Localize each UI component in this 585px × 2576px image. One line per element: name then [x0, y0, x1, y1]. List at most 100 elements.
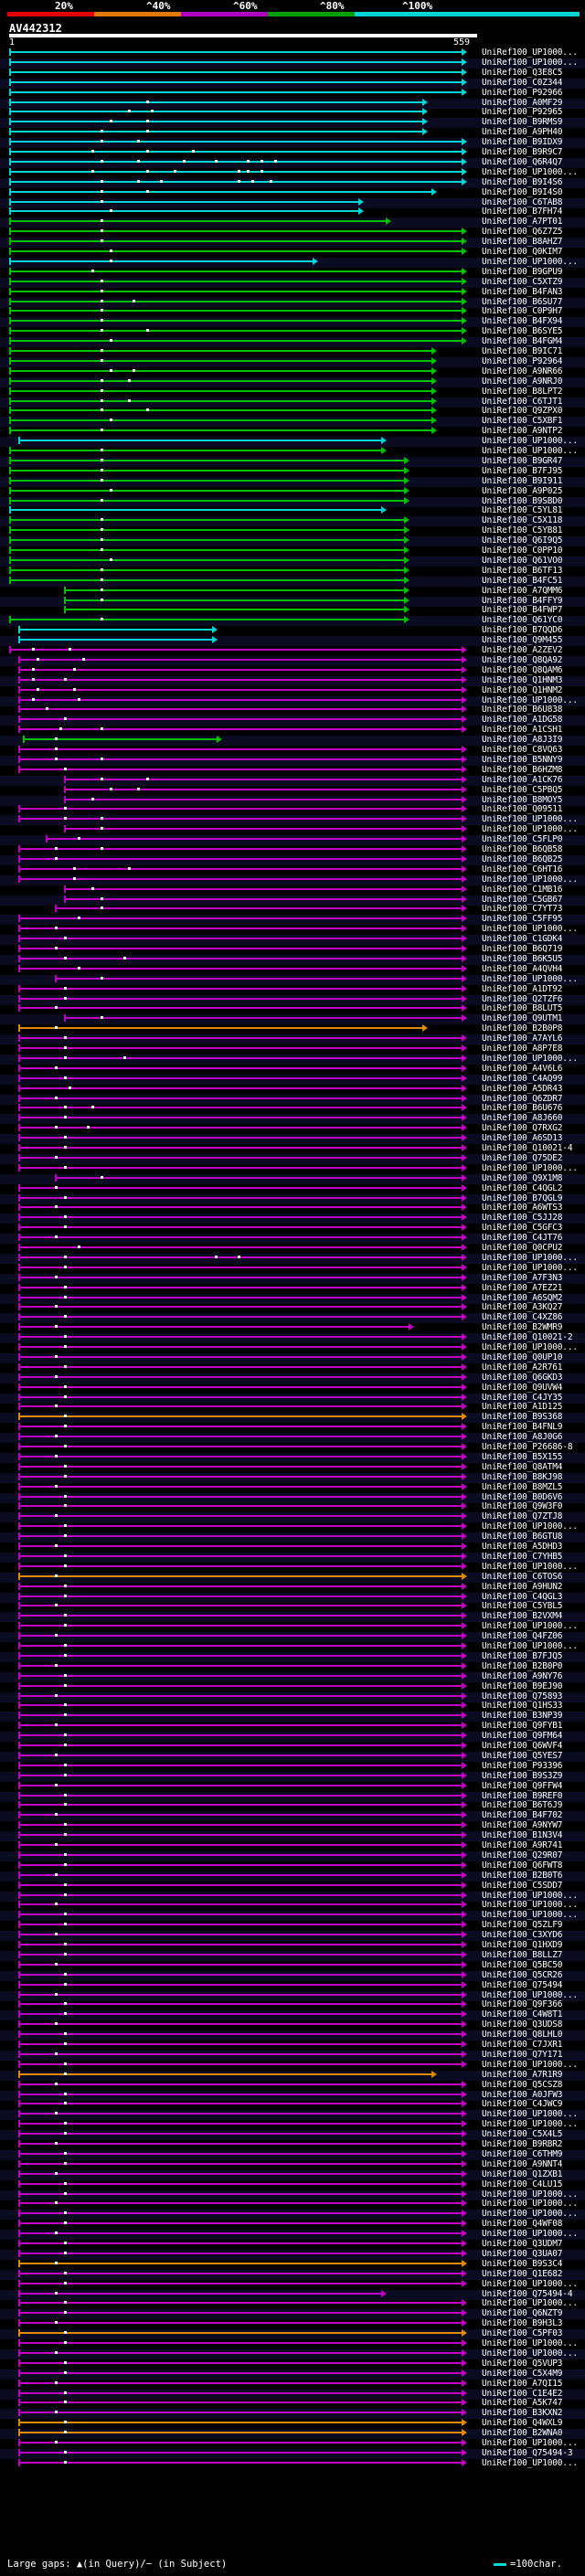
- hit-label-link[interactable]: UniRef100_Q1HNM3: [482, 674, 563, 685]
- hit-alignment-bar[interactable]: [55, 905, 467, 913]
- hit-alignment-bar[interactable]: [18, 655, 467, 663]
- hit-label-link[interactable]: UniRef100_A1CSH1: [482, 725, 563, 736]
- hit-label-link[interactable]: UniRef100_B4FFY9: [482, 595, 563, 606]
- hit-alignment-bar[interactable]: [18, 1214, 467, 1222]
- hit-alignment-bar[interactable]: [9, 576, 410, 584]
- hit-alignment-bar[interactable]: [18, 1681, 467, 1690]
- hit-alignment-bar[interactable]: [9, 78, 467, 86]
- hit-alignment-bar[interactable]: [9, 138, 467, 146]
- hit-label-link[interactable]: UniRef100_B1N3V4: [482, 1830, 563, 1841]
- hit-label-link[interactable]: UniRef100_Q9UVW4: [482, 1382, 563, 1393]
- hit-label-link[interactable]: UniRef100_Q6R4Q7: [482, 156, 563, 167]
- hit-alignment-bar[interactable]: [18, 1313, 467, 1321]
- hit-label-link[interactable]: UniRef100_UP1000...: [482, 1162, 578, 1173]
- hit-label-link[interactable]: UniRef100_A0MF29: [482, 97, 563, 108]
- hit-label-link[interactable]: UniRef100_C6TOS6: [482, 1571, 563, 1582]
- hit-alignment-bar[interactable]: [9, 48, 467, 56]
- hit-alignment-bar[interactable]: [18, 1970, 467, 1978]
- hit-label-link[interactable]: UniRef100_UP1000...: [482, 446, 578, 456]
- hit-label-link[interactable]: UniRef100_A5DHD3: [482, 1542, 563, 1552]
- hit-alignment-bar[interactable]: [18, 1881, 467, 1889]
- hit-label-link[interactable]: UniRef100_Q8LHL0: [482, 2030, 563, 2041]
- hit-alignment-bar[interactable]: [18, 1343, 467, 1351]
- hit-alignment-bar[interactable]: [9, 506, 387, 514]
- hit-alignment-bar[interactable]: [18, 1542, 467, 1550]
- hit-label-link[interactable]: UniRef100_C4LU15: [482, 2178, 563, 2189]
- hit-alignment-bar[interactable]: [18, 2299, 467, 2307]
- hit-label-link[interactable]: UniRef100_C5GB67: [482, 894, 563, 905]
- hit-alignment-bar[interactable]: [18, 854, 467, 863]
- hit-alignment-bar[interactable]: [18, 945, 467, 952]
- hit-label-link[interactable]: UniRef100_Q61YC0: [482, 615, 563, 626]
- hit-label-link[interactable]: UniRef100_B9S368: [482, 1412, 563, 1423]
- hit-alignment-bar[interactable]: [9, 187, 437, 196]
- hit-alignment-bar[interactable]: [18, 2379, 467, 2387]
- hit-alignment-bar[interactable]: [18, 1950, 467, 1958]
- hit-alignment-bar[interactable]: [9, 248, 467, 255]
- hit-alignment-bar[interactable]: [18, 2020, 467, 2029]
- hit-label-link[interactable]: UniRef100_UP1000...: [482, 973, 578, 984]
- hit-label-link[interactable]: UniRef100_UP1000...: [482, 924, 578, 935]
- hit-alignment-bar[interactable]: [18, 1980, 467, 1988]
- hit-label-link[interactable]: UniRef100_Q6Z7Z5: [482, 227, 563, 238]
- hit-alignment-bar[interactable]: [18, 2458, 467, 2466]
- hit-label-link[interactable]: UniRef100_B8MZL5: [482, 1481, 563, 1492]
- hit-alignment-bar[interactable]: [18, 2210, 467, 2218]
- hit-alignment-bar[interactable]: [18, 1234, 467, 1242]
- hit-label-link[interactable]: UniRef100_B7QQD6: [482, 625, 563, 636]
- hit-label-link[interactable]: UniRef100_C4XZ86: [482, 1312, 563, 1323]
- hit-label-link[interactable]: UniRef100_Q29R07: [482, 1850, 563, 1860]
- hit-alignment-bar[interactable]: [18, 1651, 467, 1659]
- hit-alignment-bar[interactable]: [9, 447, 387, 454]
- hit-alignment-bar[interactable]: [18, 994, 467, 1002]
- hit-label-link[interactable]: UniRef100_A7PT01: [482, 217, 563, 228]
- hit-label-link[interactable]: UniRef100_B2WNA0: [482, 2428, 563, 2439]
- hit-label-link[interactable]: UniRef100_C1E4E2: [482, 2388, 563, 2399]
- hit-alignment-bar[interactable]: [18, 2070, 437, 2078]
- hit-label-link[interactable]: UniRef100_B6HZM8: [482, 764, 563, 775]
- hit-label-link[interactable]: UniRef100_B7QGL9: [482, 1193, 563, 1203]
- hit-alignment-bar[interactable]: [18, 1403, 467, 1411]
- hit-alignment-bar[interactable]: [9, 128, 428, 136]
- hit-alignment-bar[interactable]: [18, 1163, 467, 1171]
- hit-alignment-bar[interactable]: [18, 2050, 467, 2058]
- hit-alignment-bar[interactable]: [9, 228, 467, 236]
- hit-label-link[interactable]: UniRef100_B3KXN2: [482, 2408, 563, 2419]
- hit-label-link[interactable]: UniRef100_Q0UP10: [482, 1352, 563, 1362]
- hit-label-link[interactable]: UniRef100_UP1000...: [482, 2189, 578, 2200]
- hit-label-link[interactable]: UniRef100_P92964: [482, 355, 563, 366]
- hit-alignment-bar[interactable]: [18, 716, 467, 724]
- hit-label-link[interactable]: UniRef100_C6THM9: [482, 2148, 563, 2159]
- hit-label-link[interactable]: UniRef100_B4FC51: [482, 575, 563, 586]
- hit-label-link[interactable]: UniRef100_Q1HXD9: [482, 1940, 563, 1950]
- hit-label-link[interactable]: UniRef100_B2VXM4: [482, 1611, 563, 1622]
- hit-alignment-bar[interactable]: [18, 1502, 467, 1511]
- hit-alignment-bar[interactable]: [18, 2130, 467, 2138]
- hit-alignment-bar[interactable]: [18, 2200, 467, 2208]
- hit-label-link[interactable]: UniRef100_B9IC71: [482, 346, 563, 356]
- hit-label-link[interactable]: UniRef100_B9EJ90: [482, 1680, 563, 1691]
- hit-label-link[interactable]: UniRef100_C1GDK4: [482, 934, 563, 945]
- hit-label-link[interactable]: UniRef100_B9SBD0: [482, 495, 563, 506]
- hit-alignment-bar[interactable]: [9, 98, 428, 106]
- hit-alignment-bar[interactable]: [18, 984, 467, 992]
- hit-alignment-bar[interactable]: [18, 1333, 467, 1341]
- hit-label-link[interactable]: UniRef100_B9R9C7: [482, 147, 563, 157]
- hit-alignment-bar[interactable]: [18, 964, 467, 972]
- hit-label-link[interactable]: UniRef100_Q4FZ06: [482, 1631, 563, 1642]
- hit-alignment-bar[interactable]: [9, 207, 364, 216]
- hit-alignment-bar[interactable]: [18, 2159, 467, 2168]
- hit-label-link[interactable]: UniRef100_UP1000...: [482, 814, 578, 825]
- hit-alignment-bar[interactable]: [18, 1522, 467, 1531]
- hit-label-link[interactable]: UniRef100_C5PF03: [482, 2328, 563, 2339]
- hit-alignment-bar[interactable]: [18, 1751, 467, 1759]
- hit-alignment-bar[interactable]: [9, 307, 467, 315]
- hit-label-link[interactable]: UniRef100_A7QMM6: [482, 585, 563, 596]
- hit-alignment-bar[interactable]: [18, 1323, 414, 1331]
- hit-label-link[interactable]: UniRef100_UP1000...: [482, 1521, 578, 1532]
- hit-label-link[interactable]: UniRef100_B9I4S0: [482, 186, 563, 197]
- hit-label-link[interactable]: UniRef100_C5X4L5: [482, 2129, 563, 2140]
- hit-label-link[interactable]: UniRef100_Q9X1M8: [482, 1172, 563, 1183]
- hit-label-link[interactable]: UniRef100_Q9FFW4: [482, 1780, 563, 1791]
- hit-label-link[interactable]: UniRef100_A9P025: [482, 485, 563, 496]
